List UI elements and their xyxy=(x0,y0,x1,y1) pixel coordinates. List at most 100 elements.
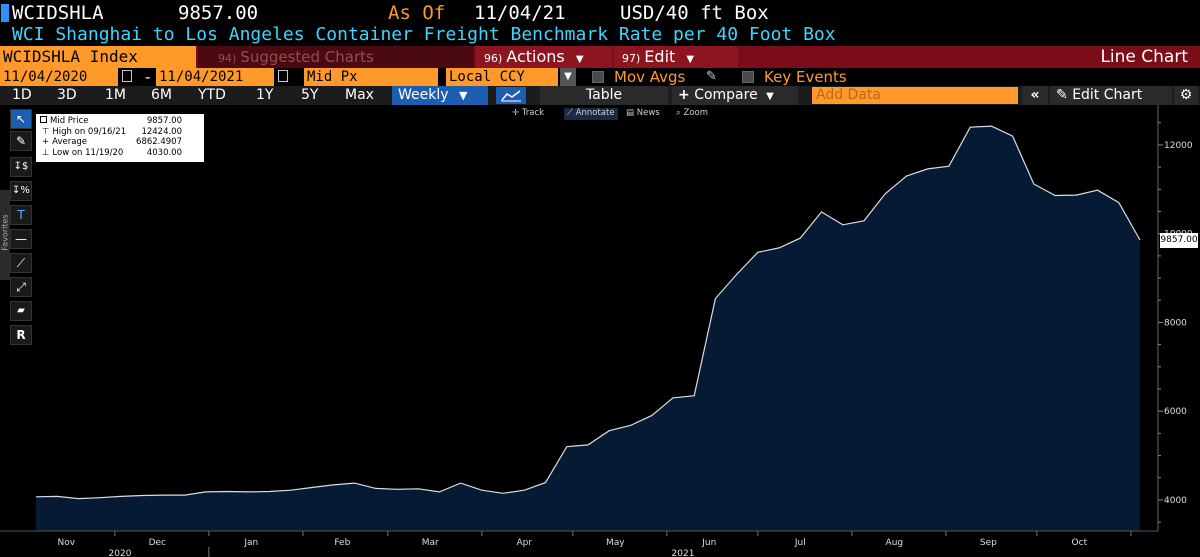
actions-number: 96) xyxy=(484,52,503,65)
controls-bar: 11/04/2020 - 11/04/2021 Mid Px Local CCY… xyxy=(0,68,1200,86)
x-axis: Nov Dec Jan Feb Mar Apr May Jun Jul Aug Sep Oct 2020… xyxy=(0,530,1158,557)
table-button[interactable]: Table xyxy=(540,86,668,105)
plus-icon: + xyxy=(678,87,690,103)
line-chart-icon[interactable] xyxy=(496,87,526,104)
trend-line-icon[interactable]: ⟋ xyxy=(10,253,32,273)
end-date-input[interactable]: 11/04/2021 xyxy=(156,68,274,86)
zoom-tool[interactable]: ⌕ Zoom xyxy=(676,108,708,120)
x-tick-label: Aug xyxy=(886,538,904,548)
legend-average-label: Average xyxy=(52,137,88,147)
channel-icon[interactable]: ▰ xyxy=(10,301,32,321)
compare-label: Compare xyxy=(694,87,758,103)
pencil-icon[interactable]: ✎ xyxy=(10,131,32,151)
horizontal-line-icon[interactable]: — xyxy=(10,229,32,249)
edit-menu[interactable]: 97) Edit ▼ xyxy=(614,46,738,68)
x-tick-label: Dec xyxy=(149,538,166,548)
frequency-select[interactable]: Weekly ▼ xyxy=(392,86,488,105)
legend-high-row: ⊤ High on 09/16/21 12424.00 xyxy=(40,127,200,138)
pencil-icon: ✎ xyxy=(1056,87,1068,103)
as-of-date: 11/04/21 xyxy=(474,2,566,24)
x-tick-label: Feb xyxy=(334,538,350,548)
y-tick-label: 6000 xyxy=(1164,407,1187,417)
zoom-label: Zoom xyxy=(683,108,708,118)
y-axis: 4000600080001000012000 xyxy=(1157,105,1193,531)
period-max[interactable]: Max xyxy=(345,87,374,103)
period-5y[interactable]: 5Y xyxy=(301,87,319,103)
suggested-charts-button[interactable]: 94) Suggested Charts xyxy=(198,46,474,68)
legend-low-row: ⊥ Low on 11/19/20 4030.00 xyxy=(40,148,200,159)
period-1d[interactable]: 1D xyxy=(12,87,32,103)
y-tick-label: 4000 xyxy=(1164,496,1187,506)
security-marker xyxy=(1,4,9,22)
compare-button[interactable]: + Compare ▼ xyxy=(672,86,798,105)
zoom-icon: ⌕ xyxy=(676,108,681,118)
annotate-label: Annotate xyxy=(575,108,615,118)
x-year-label: 2021 xyxy=(672,549,695,557)
menu-bar: WCIDSHLA Index 94) Suggested Charts 96) Ac… xyxy=(0,46,1200,68)
ray-icon[interactable]: ⤢ xyxy=(10,277,32,297)
news-tool[interactable]: ▤ News xyxy=(626,108,660,120)
x-tick-label: Oct xyxy=(1072,538,1088,548)
edit-label: Edit xyxy=(644,47,676,66)
chevron-down-icon: ▼ xyxy=(686,54,695,65)
legend-high-label: High on 09/16/21 xyxy=(52,126,127,137)
security-description: WCI Shanghai to Los Angeles Container Fr… xyxy=(12,24,836,45)
edit-chart-button[interactable]: ✎ Edit Chart xyxy=(1050,86,1172,105)
y-tick-label: 8000 xyxy=(1164,318,1187,328)
y-tick-label: 12000 xyxy=(1164,141,1193,151)
text-icon[interactable]: T xyxy=(10,205,32,225)
currency-select[interactable]: Local CCY xyxy=(446,68,558,86)
mov-avgs-label: Mov Avgs xyxy=(614,68,686,86)
period-toolbar: 1D 3D 1M 6M YTD 1Y 5Y Max Weekly ▼ Table… xyxy=(0,86,1200,105)
key-events-label: Key Events xyxy=(764,68,847,86)
legend-series-row: Mid Price 9857.00 xyxy=(40,116,200,127)
x-tick-label: Nov xyxy=(58,538,76,548)
add-data-input[interactable]: Add Data xyxy=(812,87,1018,104)
gear-icon[interactable]: ⚙ xyxy=(1174,86,1198,105)
annotate-tool[interactable]: ⟋ Annotate xyxy=(564,108,618,120)
period-1m[interactable]: 1M xyxy=(105,87,126,103)
last-price: 9857.00 xyxy=(178,2,259,24)
suggested-number: 94) xyxy=(218,52,237,65)
security-header: WCIDSHLA 9857.00 As Of 11/04/21 USD/40 f… xyxy=(0,0,1200,26)
crosshair-icon: ✛ xyxy=(512,108,520,118)
x-tick-label: Sep xyxy=(980,538,997,548)
legend-low-label: Low on 11/19/20 xyxy=(52,147,124,158)
legend-series-name: Mid Price xyxy=(50,116,89,126)
key-events-checkbox[interactable] xyxy=(742,71,754,83)
period-1y[interactable]: 1Y xyxy=(256,87,274,103)
field-select[interactable]: Mid Px xyxy=(304,68,438,86)
mov-avgs-checkbox[interactable] xyxy=(592,71,604,83)
favorites-tab[interactable]: Favorites xyxy=(0,190,10,280)
index-field[interactable]: WCIDSHLA Index xyxy=(0,46,196,68)
chart-legend: Mid Price 9857.00 ⊤ High on 09/16/21 1242… xyxy=(36,114,204,162)
x-tick-label: Apr xyxy=(517,538,533,548)
x-tick-label: Mar xyxy=(422,538,439,548)
percent-level-icon[interactable]: ↧% xyxy=(10,181,32,201)
price-area xyxy=(36,126,1140,531)
cursor-icon[interactable]: ↖ xyxy=(10,109,32,129)
legend-high-value: 12424.00 xyxy=(141,126,182,137)
period-6m[interactable]: 6M xyxy=(151,87,172,103)
edit-number: 97) xyxy=(622,52,641,65)
pencil-icon[interactable]: ✎ xyxy=(706,69,717,84)
x-tick-label: Jan xyxy=(243,538,258,548)
x-tick-label: Jun xyxy=(701,538,716,548)
chevron-down-icon: ▼ xyxy=(766,91,774,102)
calendar-icon[interactable] xyxy=(278,70,288,82)
retracement-icon[interactable]: R xyxy=(10,325,32,345)
chevron-down-icon[interactable]: ▼ xyxy=(560,68,576,86)
series-swatch xyxy=(40,116,47,123)
period-3d[interactable]: 3D xyxy=(57,87,77,103)
track-tool[interactable]: ✛ Track xyxy=(512,108,544,120)
calendar-icon[interactable] xyxy=(122,70,132,82)
as-of-label: As Of xyxy=(388,2,446,24)
period-ytd[interactable]: YTD xyxy=(198,87,226,103)
collapse-icon[interactable]: « xyxy=(1022,86,1048,105)
price-level-icon[interactable]: ↧$ xyxy=(10,157,32,177)
actions-label: Actions xyxy=(506,47,565,66)
price-chart[interactable]: 4000600080001000012000 NovDecJanFebMarAp… xyxy=(0,105,1200,557)
start-date-input[interactable]: 11/04/2020 xyxy=(0,68,118,86)
chart-type-label: Line Chart xyxy=(1100,47,1188,67)
actions-menu[interactable]: 96) Actions ▼ xyxy=(476,46,612,68)
